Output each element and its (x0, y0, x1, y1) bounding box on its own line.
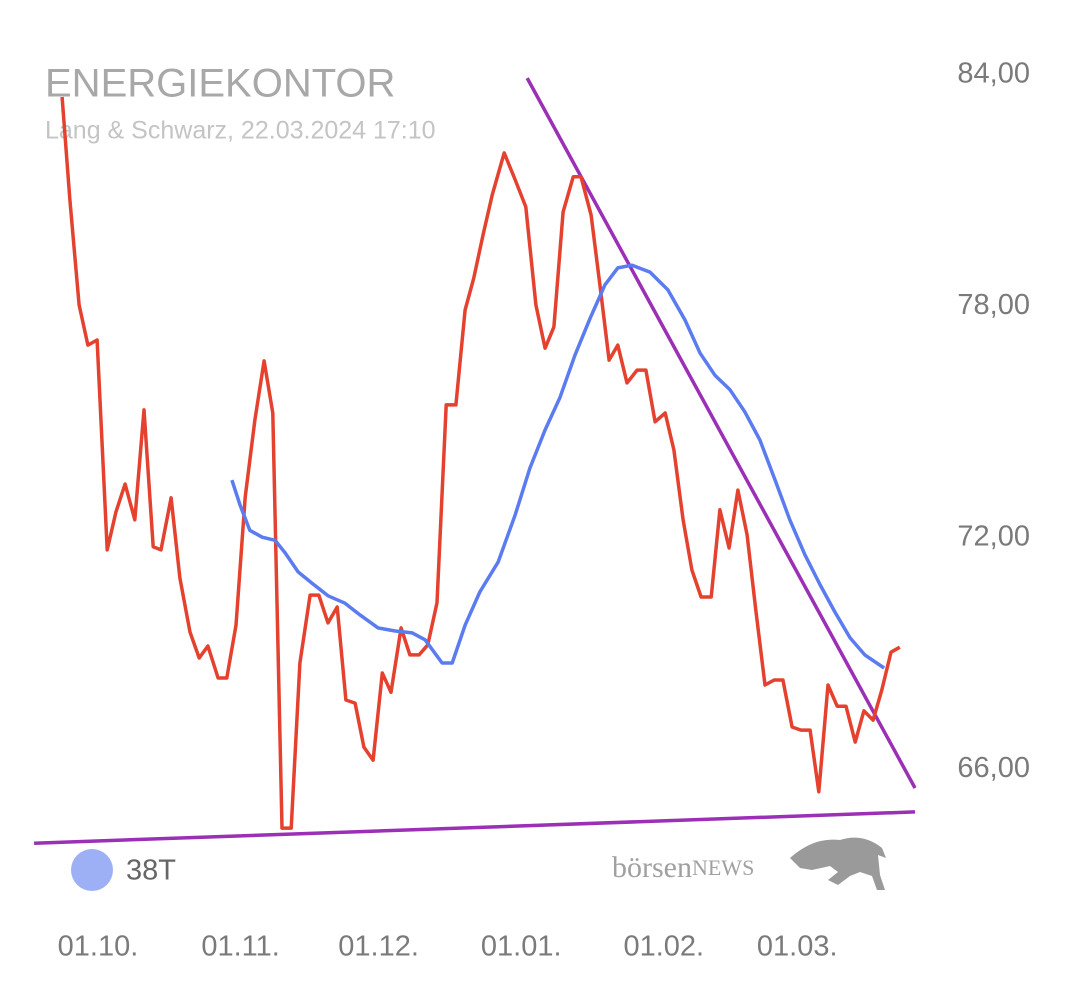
x-tick-label: 01.11. (201, 931, 279, 963)
watermark: börsenNEWS (612, 851, 754, 884)
x-tick-label: 01.02. (623, 931, 704, 963)
legend-label: 38T (126, 855, 176, 887)
y-tick-label: 84,00 (957, 58, 1030, 90)
legend-swatch (71, 849, 113, 891)
x-tick-label: 01.01. (481, 931, 562, 963)
x-tick-label: 01.10. (58, 931, 139, 963)
x-tick-label: 01.03. (757, 931, 838, 963)
y-tick-label: 78,00 (957, 289, 1030, 321)
bull-logo (790, 837, 886, 890)
x-tick-label: 01.12. (338, 931, 419, 963)
trend-line (525, 77, 917, 789)
series-line (230, 263, 886, 670)
y-tick-label: 66,00 (957, 752, 1030, 784)
watermark-part: börsen (612, 851, 692, 884)
y-tick-label: 72,00 (957, 521, 1030, 553)
chart-title: ENERGIEKONTOR (45, 62, 395, 106)
chart-subtitle: Lang & Schwarz, 22.03.2024 17:10 (45, 117, 436, 145)
watermark-part: NEWS (692, 855, 754, 880)
series-line (60, 96, 901, 830)
trend-line (34, 810, 916, 845)
